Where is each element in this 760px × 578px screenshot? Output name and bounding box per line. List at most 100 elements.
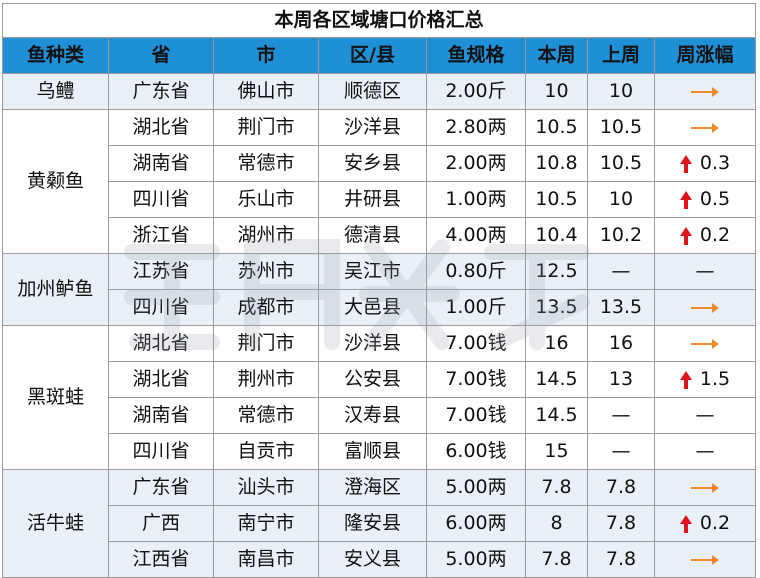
up-arrow-icon [679, 368, 700, 390]
city-cell: 湖州市 [213, 217, 319, 254]
county-cell: 安义县 [318, 541, 427, 578]
this-week-cell: 10 [525, 73, 588, 110]
province-cell: 广东省 [108, 469, 214, 506]
change-cell: — [653, 253, 757, 290]
change-cell [653, 289, 757, 326]
table-row: 四川省 乐山市 井研县 1.00两 10.5 10 0.5 [3, 181, 757, 218]
county-cell: 隆安县 [318, 505, 427, 542]
this-week-cell: 12.5 [525, 253, 588, 290]
price-table: 本周各区域塘口价格汇总 鱼种类 省 市 区/县 鱼规格 本周 上周 周涨幅 乌鳢… [1, 3, 757, 578]
city-cell: 荆门市 [213, 109, 319, 146]
city-cell: 苏州市 [213, 253, 319, 290]
last-week-cell: 13 [587, 361, 655, 398]
this-week-cell: 16 [525, 325, 588, 362]
county-cell: 沙洋县 [318, 109, 427, 146]
spec-cell: 2.00斤 [426, 73, 526, 110]
change-cell [653, 541, 757, 578]
last-week-cell: 10.5 [587, 145, 655, 182]
change-cell: — [653, 397, 757, 434]
change-cell: 1.5 [653, 361, 757, 398]
change-cell: 0.2 [653, 217, 757, 254]
change-cell: 0.5 [653, 181, 757, 218]
change-value: 0.2 [699, 512, 731, 534]
spec-cell: 2.80两 [426, 109, 526, 146]
county-cell: 汉寿县 [318, 397, 427, 434]
last-week-cell: 13.5 [587, 289, 655, 326]
spec-cell: 7.00钱 [426, 397, 526, 434]
province-cell: 四川省 [108, 289, 214, 326]
province-cell: 湖南省 [108, 145, 214, 182]
city-cell: 自贡市 [213, 433, 319, 470]
right-arrow-icon [690, 296, 720, 318]
this-week-cell: 13.5 [525, 289, 588, 326]
this-week-cell: 7.8 [525, 541, 588, 578]
table-row: 活牛蛙 广东省 汕头市 澄海区 5.00两 7.8 7.8 [2, 469, 757, 578]
city-cell: 南昌市 [213, 541, 319, 578]
county-cell: 沙洋县 [318, 325, 427, 362]
province-cell: 四川省 [108, 433, 214, 470]
header-last-week: 上周 [587, 37, 655, 74]
spec-cell: 1.00两 [426, 181, 526, 218]
header-city: 市 [213, 37, 319, 74]
city-cell: 南宁市 [213, 505, 319, 542]
fish-type-cell: 黑斑蛙 [2, 325, 109, 470]
city-cell: 成都市 [213, 289, 319, 326]
last-week-cell: 16 [587, 325, 655, 362]
this-week-cell: 10.5 [525, 181, 588, 218]
city-cell: 乐山市 [213, 181, 319, 218]
this-week-cell: 14.5 [525, 397, 588, 434]
right-arrow-icon [690, 80, 720, 102]
spec-cell: 4.00两 [426, 217, 526, 254]
province-cell: 江苏省 [108, 253, 214, 290]
table-row: 湖南省 常德市 汉寿县 7.00钱 14.5— — [3, 397, 757, 434]
spec-cell: 7.00钱 [426, 361, 526, 398]
spec-cell: 5.00两 [426, 469, 526, 506]
county-cell: 澄海区 [318, 469, 427, 506]
table-row: 黄颡鱼 湖北省 荆门市 沙洋县 2.80两 10.5 10.5 [2, 109, 757, 254]
county-cell: 顺德区 [318, 73, 427, 110]
fish-type-cell: 活牛蛙 [2, 469, 109, 578]
city-cell: 荆门市 [213, 325, 319, 362]
change-value: 0.2 [699, 224, 731, 246]
table-body: 乌鳢 广东省 佛山市 顺德区 2.00斤 10 10 黄颡鱼 湖北省 荆门市 沙洋县 2.80两 10.… [2, 73, 757, 578]
last-week-cell: — [587, 433, 655, 470]
city-cell: 佛山市 [213, 73, 319, 110]
last-week-cell: 7.8 [587, 541, 655, 578]
table-row: 乌鳢 广东省 佛山市 顺德区 2.00斤 10 10 [2, 73, 757, 110]
fish-type-cell: 黄颡鱼 [2, 109, 109, 254]
right-arrow-icon [690, 548, 720, 570]
province-cell: 湖北省 [108, 325, 214, 362]
province-cell: 浙江省 [108, 217, 214, 254]
this-week-cell: 10.8 [525, 145, 588, 182]
table-row: 浙江省 湖州市 德清县 4.00两 10.4 10.2 0.2 [3, 217, 757, 254]
this-week-cell: 10.4 [525, 217, 588, 254]
header-spec: 鱼规格 [426, 37, 526, 74]
spec-cell: 1.00斤 [426, 289, 526, 326]
province-cell: 江西省 [108, 541, 214, 578]
city-cell: 常德市 [213, 145, 319, 182]
spec-cell: 6.00两 [426, 505, 526, 542]
change-value: 0.3 [699, 152, 731, 174]
right-arrow-icon [690, 332, 720, 354]
this-week-cell: 14.5 [525, 361, 588, 398]
header-this-week: 本周 [525, 37, 588, 74]
header-row: 鱼种类 省 市 区/县 鱼规格 本周 上周 周涨幅 [2, 37, 757, 74]
spec-cell: 6.00钱 [426, 433, 526, 470]
county-cell: 公安县 [318, 361, 427, 398]
county-cell: 德清县 [318, 217, 427, 254]
right-arrow-icon [690, 476, 720, 498]
last-week-cell: — [587, 253, 655, 290]
spec-cell: 0.80斤 [426, 253, 526, 290]
change-value: 0.5 [699, 188, 731, 210]
province-cell: 湖南省 [108, 397, 214, 434]
this-week-cell: 7.8 [525, 469, 588, 506]
last-week-cell: 7.8 [587, 505, 655, 542]
change-cell [653, 325, 757, 362]
change-value: 1.5 [699, 368, 731, 390]
right-arrow-icon [690, 116, 720, 138]
county-cell: 井研县 [318, 181, 427, 218]
change-cell [653, 469, 757, 506]
table-row: 加州鲈鱼 江苏省 苏州市 吴江市 0.80斤 12.5— — [2, 253, 757, 326]
table-row: 江西省 南昌市 安义县 5.00两 7.8 7.8 [3, 541, 757, 578]
